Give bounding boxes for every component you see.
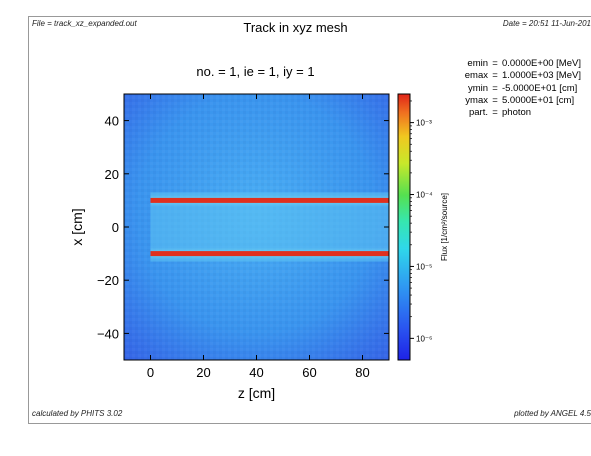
x-tick-label: 0 bbox=[147, 365, 154, 380]
info-value: 5.0000E+01 [cm] bbox=[502, 94, 575, 106]
info-value: photon bbox=[502, 107, 532, 119]
colorbar-scale bbox=[397, 93, 411, 361]
file-label: File = track_xz_expanded.out bbox=[32, 19, 137, 28]
info-key: emax bbox=[464, 70, 488, 82]
info-row-emax: emax = 1.0000E+03 [MeV] bbox=[430, 70, 581, 82]
colorbar: 10⁻⁶ 10⁻⁵ 10⁻⁴ 10⁻³ Flux [1/cm²/source] bbox=[397, 93, 449, 361]
date-label: Date = 20:51 11-Jun-201 bbox=[502, 19, 591, 28]
y-tick-label: −20 bbox=[97, 273, 119, 288]
info-key: part. bbox=[468, 107, 488, 119]
colorbar-tick-label: 10⁻⁵ bbox=[416, 262, 432, 271]
info-value: 1.0000E+03 [MeV] bbox=[502, 70, 581, 82]
plotted-by-label: plotted by ANGEL 4.5 bbox=[514, 409, 591, 418]
info-key: ymax bbox=[465, 94, 488, 106]
track-line-2 bbox=[150, 251, 389, 257]
info-value: 0.0000E+00 [MeV] bbox=[502, 58, 581, 69]
calculated-by-label: calculated by PHITS 3.02 bbox=[32, 409, 123, 418]
info-row-particle: part. = photon bbox=[430, 107, 581, 119]
x-tick-label: 40 bbox=[249, 365, 263, 380]
y-tick-label: 20 bbox=[105, 167, 119, 182]
track-line-1 bbox=[150, 197, 389, 203]
chart-subtitle: no. = 1, ie = 1, iy = 1 bbox=[196, 64, 315, 79]
plot-area: 0 20 40 60 80 −40 −20 0 20 40 z [cm] x [cm] bbox=[69, 93, 390, 401]
info-row-ymin: ymin = -5.0000E+01 [cm] bbox=[430, 83, 581, 95]
y-tick-label: 40 bbox=[105, 114, 119, 129]
info-block: emin = 0.0000E+00 [MeV] emax = 1.0000E+03 [M… bbox=[430, 58, 581, 119]
x-axis-label: z [cm] bbox=[238, 385, 275, 401]
y-axis-label: x [cm] bbox=[69, 208, 85, 245]
colorbar-label: Flux [1/cm²/source] bbox=[440, 193, 449, 261]
main-title: Track in xyz mesh bbox=[243, 20, 348, 35]
colorbar-tick-label: 10⁻⁴ bbox=[416, 191, 433, 200]
info-key: ymin bbox=[467, 82, 488, 94]
x-tick-label: 80 bbox=[355, 365, 369, 380]
info-row-emin: emin = 0.0000E+00 [MeV] bbox=[430, 58, 581, 70]
info-row-ymax: ymax = 5.0000E+01 [cm] bbox=[430, 95, 581, 107]
colorbar-tick-label: 10⁻³ bbox=[416, 119, 432, 128]
colorbar-tick-label: 10⁻⁶ bbox=[416, 334, 432, 343]
x-tick-label: 60 bbox=[302, 365, 316, 380]
y-tick-label: 0 bbox=[112, 220, 119, 235]
figure-frame bbox=[28, 16, 591, 424]
info-value: -5.0000E+01 [cm] bbox=[502, 82, 578, 94]
info-key: emin bbox=[467, 58, 488, 69]
y-tick-label: −40 bbox=[97, 326, 119, 341]
x-tick-label: 20 bbox=[196, 365, 210, 380]
